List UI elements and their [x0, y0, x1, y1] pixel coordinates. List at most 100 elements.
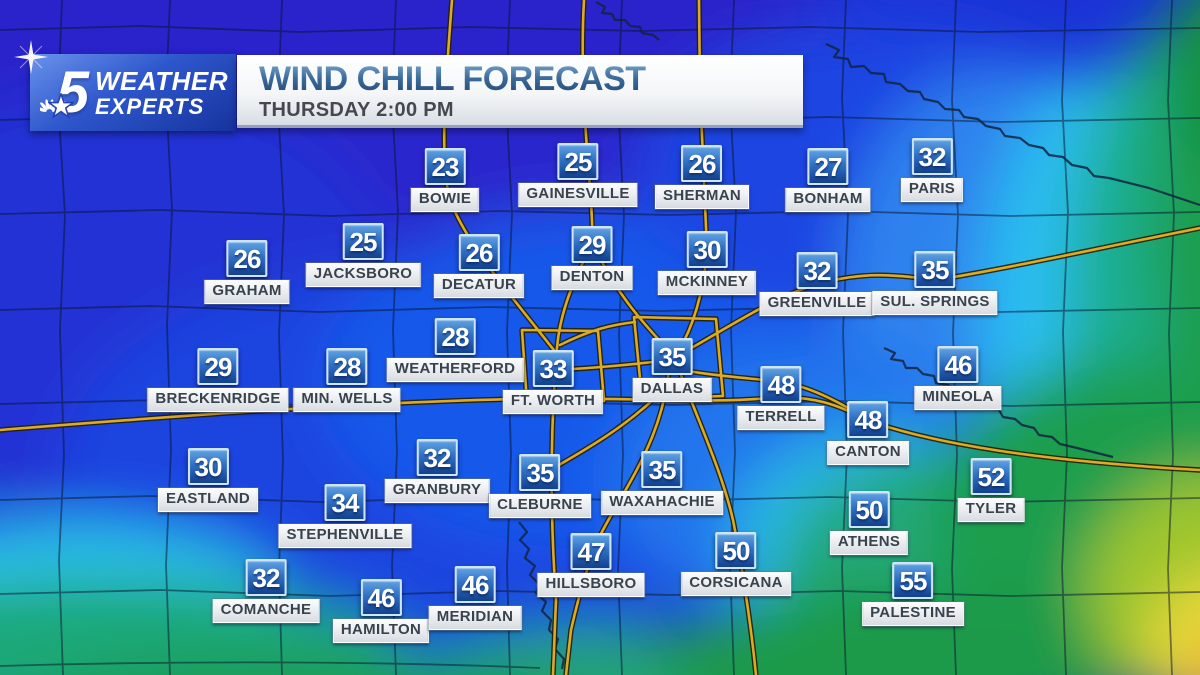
windchill-value-badge: 55 — [892, 562, 934, 599]
city-label: CORSICANA — [680, 571, 792, 597]
city-marker: 50 ATHENS — [828, 491, 910, 556]
city-marker: 55 PALESTINE — [861, 562, 965, 627]
brand-text: WEATHER EXPERTS — [95, 68, 228, 118]
city-marker: 28 WEATHERFORD — [385, 318, 525, 383]
windchill-value-badge: 34 — [324, 484, 366, 521]
city-marker: 25 GAINESVILLE — [517, 143, 639, 208]
windchill-value-badge: 26 — [681, 145, 723, 182]
windchill-value: 32 — [252, 562, 281, 593]
nbc5-weather-experts-logo: 5 WEATHER EXPERTS — [14, 40, 236, 131]
windchill-value: 48 — [767, 369, 796, 400]
city-marker: 35 WAXAHACHIE — [600, 451, 724, 516]
city-marker: 34 STEPHENVILLE — [277, 484, 413, 549]
city-marker: 35 SUL. SPRINGS — [871, 251, 999, 316]
city-label: DALLAS — [631, 377, 713, 403]
city-marker: 29 BRECKENRIDGE — [146, 348, 290, 413]
city-label: CANTON — [826, 440, 910, 466]
city-label: GREENVILLE — [758, 291, 876, 317]
city-marker: 28 MIN. WELLS — [292, 348, 402, 413]
windchill-value: 30 — [194, 451, 223, 482]
city-label: WEATHERFORD — [385, 357, 525, 383]
windchill-value: 29 — [204, 351, 233, 382]
windchill-value: 35 — [921, 254, 950, 285]
windchill-value-badge: 52 — [970, 458, 1012, 495]
windchill-value-badge: 30 — [686, 231, 728, 268]
brand-experts: EXPERTS — [94, 93, 205, 119]
city-label: STEPHENVILLE — [277, 523, 413, 549]
windchill-value-badge: 46 — [454, 566, 496, 603]
windchill-value-badge: 28 — [326, 348, 368, 385]
city-marker: 35 DALLAS — [631, 338, 713, 403]
windchill-value: 25 — [564, 146, 593, 177]
sparkle-icon — [14, 40, 48, 74]
city-marker: 32 GRANBURY — [383, 439, 491, 504]
windchill-value: 29 — [578, 229, 607, 260]
page-title: WIND CHILL FORECAST — [259, 61, 803, 98]
windchill-value: 26 — [688, 148, 717, 179]
city-label: TERRELL — [736, 405, 826, 431]
brand-weather: WEATHER — [94, 65, 228, 96]
windchill-value-badge: 25 — [342, 223, 384, 260]
windchill-value-badge: 25 — [557, 143, 599, 180]
city-marker: 29 DENTON — [550, 226, 634, 291]
windchill-value: 35 — [648, 454, 677, 485]
city-label: EASTLAND — [156, 487, 260, 513]
windchill-value: 28 — [333, 351, 362, 382]
city-marker: 32 COMANCHE — [211, 559, 321, 624]
windchill-value: 32 — [803, 255, 832, 286]
windchill-value: 52 — [977, 461, 1006, 492]
windchill-value-badge: 35 — [914, 251, 956, 288]
city-label: JACKSBORO — [304, 262, 422, 288]
city-label: GRAHAM — [203, 279, 291, 305]
city-label: MIN. WELLS — [292, 387, 402, 413]
city-label: MINEOLA — [913, 385, 1003, 411]
city-marker: 48 TERRELL — [736, 366, 826, 431]
windchill-value-badge: 46 — [937, 346, 979, 383]
windchill-value-badge: 50 — [715, 532, 757, 569]
city-label: MERIDIAN — [427, 605, 523, 631]
windchill-value: 50 — [855, 494, 884, 525]
forecast-valid-time: THURSDAY 2:00 PM — [259, 98, 454, 121]
windchill-value-badge: 28 — [434, 318, 476, 355]
windchill-value-badge: 48 — [760, 366, 802, 403]
city-marker: 32 PARIS — [899, 138, 965, 203]
star-icon — [47, 93, 74, 120]
windchill-value: 34 — [331, 487, 360, 518]
windchill-value: 46 — [944, 349, 973, 380]
windchill-value-badge: 50 — [848, 491, 890, 528]
windchill-value: 47 — [577, 536, 606, 567]
windchill-value: 26 — [465, 237, 494, 268]
city-label: BRECKENRIDGE — [146, 387, 290, 413]
city-label: FT. WORTH — [501, 389, 605, 415]
city-label: GAINESVILLE — [517, 182, 639, 208]
windchill-value-badge: 30 — [187, 448, 229, 485]
city-marker: 46 HAMILTON — [331, 579, 431, 644]
windchill-value-badge: 27 — [807, 148, 849, 185]
city-marker: 46 MERIDIAN — [427, 566, 523, 631]
windchill-value: 30 — [693, 234, 722, 265]
city-label: CLEBURNE — [488, 493, 592, 519]
city-marker: 33 FT. WORTH — [501, 350, 605, 415]
channel-number: 5 — [47, 63, 89, 121]
windchill-value-badge: 32 — [416, 439, 458, 476]
windchill-value-badge: 35 — [519, 454, 561, 491]
city-marker: 46 MINEOLA — [913, 346, 1003, 411]
windchill-value-badge: 23 — [424, 148, 466, 185]
windchill-value-badge: 46 — [360, 579, 402, 616]
windchill-value: 35 — [526, 457, 555, 488]
windchill-value: 27 — [814, 151, 843, 182]
city-label: PALESTINE — [861, 601, 965, 627]
city-marker: 26 GRAHAM — [203, 240, 291, 305]
windchill-value: 50 — [722, 535, 751, 566]
city-label: BONHAM — [784, 187, 872, 213]
windchill-value: 32 — [918, 141, 947, 172]
city-label: WAXAHACHIE — [600, 490, 724, 516]
city-marker: 23 BOWIE — [409, 148, 481, 213]
windchill-value-badge: 32 — [911, 138, 953, 175]
city-label: MCKINNEY — [656, 270, 758, 296]
windchill-value-badge: 48 — [847, 401, 889, 438]
city-marker: 26 SHERMAN — [654, 145, 750, 210]
city-label: SHERMAN — [654, 184, 750, 210]
